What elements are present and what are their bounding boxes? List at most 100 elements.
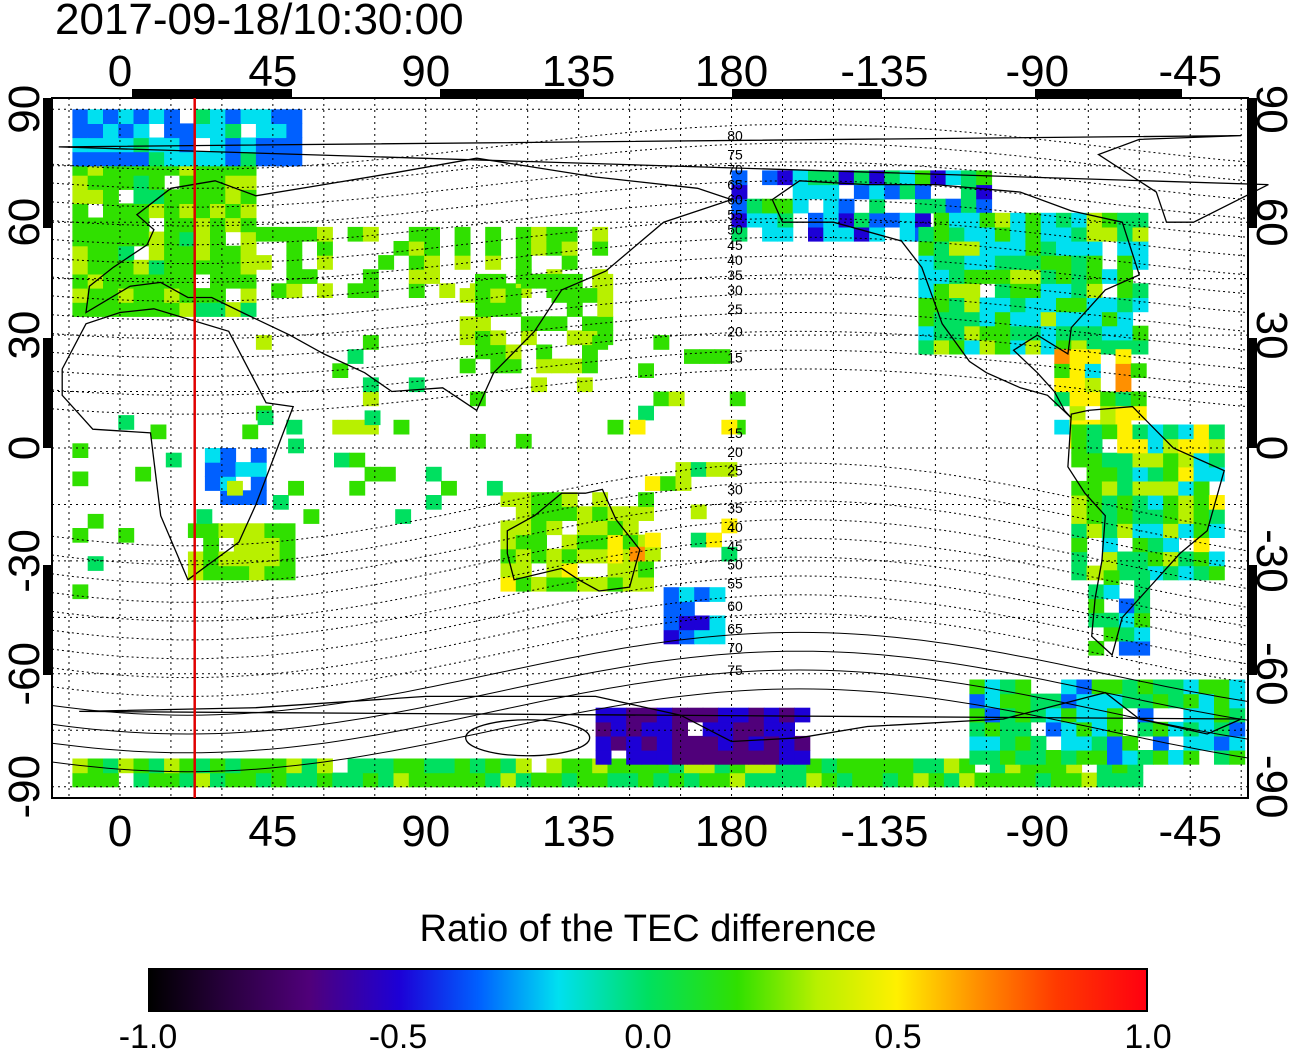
- tec-patch: [103, 123, 119, 139]
- tec-patch: [746, 198, 763, 214]
- tec-patch: [1152, 693, 1169, 709]
- tec-patch: [660, 476, 677, 491]
- tec-patch: [561, 492, 578, 507]
- tec-patch: [286, 241, 303, 256]
- tec-patch: [994, 325, 1011, 341]
- tec-patch: [853, 184, 870, 200]
- tec-patch: [546, 520, 563, 536]
- tec-patch: [546, 506, 563, 521]
- tec-patch: [1025, 283, 1042, 298]
- tec-patch: [622, 772, 639, 788]
- tec-patch: [279, 565, 296, 581]
- tec-patch: [576, 758, 593, 774]
- tec-patch: [933, 283, 950, 298]
- tec-patch: [1101, 480, 1118, 496]
- tec-patch: [1100, 391, 1117, 407]
- tec-patch: [852, 772, 869, 788]
- contour-label: 55: [727, 575, 743, 591]
- magnetic-contour: [51, 575, 1249, 660]
- tec-patch: [561, 241, 578, 256]
- tec-patch: [1101, 537, 1118, 553]
- tec-patch: [515, 562, 532, 578]
- tec-patch: [779, 721, 795, 737]
- tec-patch: [672, 735, 688, 751]
- bottom-longitude-label: -135: [840, 807, 928, 856]
- tec-patch: [378, 772, 395, 788]
- tec-patch: [1178, 424, 1195, 440]
- tec-patch: [490, 330, 507, 346]
- tec-patch: [718, 735, 734, 751]
- tec-patch: [490, 302, 507, 317]
- tec-patch: [626, 735, 643, 751]
- tec-patch: [240, 231, 257, 247]
- tec-patch: [1208, 495, 1225, 510]
- tec-patch: [721, 546, 738, 562]
- tec-patch: [164, 123, 180, 139]
- coastline: [771, 180, 1141, 419]
- tec-patch: [546, 241, 563, 256]
- tec-patch: [566, 358, 583, 374]
- tec-patch: [87, 758, 104, 774]
- tec-patch: [515, 576, 532, 592]
- tec-patch: [1091, 735, 1108, 751]
- tec-patch: [1005, 772, 1021, 788]
- tec-patch: [1069, 363, 1086, 378]
- tec-patch: [561, 226, 578, 242]
- tec-patch: [838, 212, 855, 228]
- tec-patch: [915, 212, 931, 228]
- tec-patch: [1122, 693, 1139, 709]
- tec-patch: [164, 109, 180, 124]
- tec-patch: [133, 175, 150, 190]
- tec-patch: [490, 344, 507, 360]
- tec-patch: [1134, 612, 1151, 628]
- tec-patch: [610, 735, 627, 751]
- tec-patch: [1134, 570, 1151, 585]
- tec-patch: [425, 466, 442, 482]
- tec-patch: [823, 212, 840, 228]
- tec-patch: [898, 772, 914, 788]
- tec-patch: [949, 241, 965, 256]
- tec-patch: [656, 721, 673, 737]
- colorbar-tick-label: 0.5: [874, 1018, 922, 1056]
- tec-patch: [393, 241, 410, 256]
- top-longitude-label: 180: [695, 47, 768, 96]
- tec-patch: [225, 189, 242, 204]
- tec-patch: [899, 212, 916, 228]
- tec-patch: [989, 772, 1006, 788]
- tec-patch: [1117, 565, 1134, 581]
- tec-patch: [1147, 495, 1164, 510]
- tec-patch: [72, 584, 89, 600]
- tec-patch: [969, 750, 986, 765]
- tec-patch: [264, 537, 281, 553]
- tec-patch: [607, 534, 624, 550]
- map-timestamp-title: 2017-09-18/10:30:00: [55, 0, 464, 44]
- tec-patch: [836, 758, 853, 774]
- tec-patch: [706, 532, 722, 548]
- tec-patch: [103, 217, 119, 233]
- coastline: [61, 308, 295, 581]
- tec-patch: [899, 184, 916, 200]
- tec-patch: [644, 476, 661, 491]
- tec-patch: [702, 750, 719, 765]
- tec-patch: [194, 231, 211, 247]
- tec-patch: [1163, 480, 1179, 496]
- tec-patch: [964, 297, 981, 313]
- tec-patch: [72, 443, 89, 458]
- tec-patch: [638, 492, 654, 507]
- frame-band: [43, 98, 52, 228]
- tec-patch: [441, 480, 457, 496]
- tec-patch: [1147, 480, 1164, 496]
- tec-patch: [1086, 255, 1103, 270]
- magnetic-contour: [51, 330, 1249, 378]
- tec-patch: [210, 189, 226, 204]
- tec-patch: [949, 255, 965, 270]
- tec-patch: [943, 772, 960, 788]
- tec-patch: [500, 758, 517, 774]
- tec-patch: [218, 565, 235, 581]
- tec-patch: [317, 226, 333, 242]
- tec-patch: [1101, 297, 1118, 313]
- tec-patch: [301, 269, 318, 284]
- magnetic-contour: [51, 688, 1249, 773]
- tec-patch: [1088, 598, 1105, 614]
- tec-patch: [118, 288, 135, 303]
